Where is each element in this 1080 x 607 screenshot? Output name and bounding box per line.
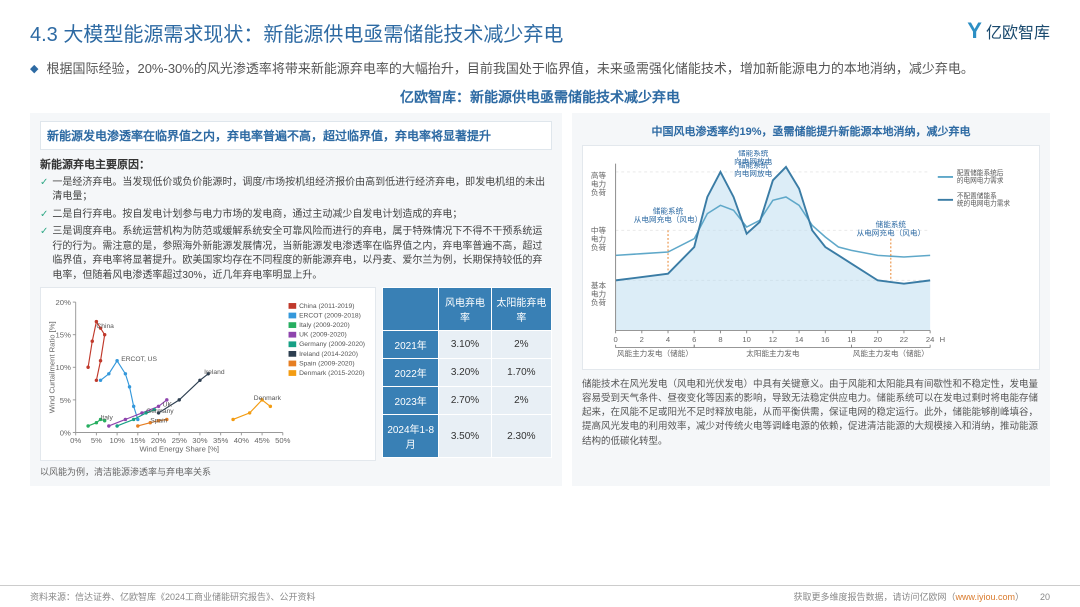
svg-text:Germany: Germany xyxy=(146,408,174,415)
svg-text:0%: 0% xyxy=(60,428,71,437)
svg-text:5%: 5% xyxy=(91,436,102,445)
svg-text:统的电网电力需求: 统的电网电力需求 xyxy=(957,198,1011,207)
svg-text:Ireland (2014-2020): Ireland (2014-2020) xyxy=(299,351,358,358)
logo-text: 亿欧智库 xyxy=(986,19,1050,43)
svg-text:4: 4 xyxy=(666,334,671,343)
svg-text:14: 14 xyxy=(795,334,804,343)
svg-text:基本: 基本 xyxy=(591,280,607,290)
scatter-chart: 0% 5% 10% 15% 20% 25% 30% 35% 40% 45% 50% 0% 5% 10% 15… xyxy=(40,287,376,461)
svg-text:UK: UK xyxy=(163,401,173,408)
svg-text:18: 18 xyxy=(847,334,855,343)
svg-text:储能系统: 储能系统 xyxy=(738,159,769,169)
left-panel-header: 新能源发电渗透率在临界值之内，弃电率普遍不高，超过临界值，弃电率将显著提升 xyxy=(40,121,552,150)
svg-text:电力: 电力 xyxy=(591,178,606,188)
svg-text:24: 24 xyxy=(926,334,935,343)
svg-text:12: 12 xyxy=(769,334,777,343)
svg-text:15%: 15% xyxy=(56,331,72,340)
svg-text:H: H xyxy=(940,334,946,343)
svg-text:Wind Curtailment Ratio [%]: Wind Curtailment Ratio [%] xyxy=(48,321,57,413)
svg-text:35%: 35% xyxy=(213,436,229,445)
svg-text:China (2011-2019): China (2011-2019) xyxy=(299,303,354,310)
right-description: 储能技术在风光发电（风电和光伏发电）中具有关键意义。由于风能和太阳能具有间歇性和… xyxy=(582,378,1040,449)
svg-text:储能系统: 储能系统 xyxy=(876,218,907,228)
svg-text:45%: 45% xyxy=(254,436,270,445)
svg-text:10%: 10% xyxy=(56,363,72,372)
svg-text:负荷: 负荷 xyxy=(591,187,607,197)
svg-text:ERCOT, US: ERCOT, US xyxy=(121,356,157,363)
svg-text:15%: 15% xyxy=(130,436,146,445)
svg-text:0%: 0% xyxy=(70,436,81,445)
svg-text:Spain (2009-2020): Spain (2009-2020) xyxy=(299,360,355,367)
svg-text:20%: 20% xyxy=(56,298,72,307)
brand-logo: Y 亿欧智库 xyxy=(967,18,1050,44)
title-main: 新能源供电亟需储能技术减少弃电 xyxy=(263,24,563,46)
svg-text:从电网充电（风电）: 从电网充电（风电） xyxy=(857,227,925,237)
reasons-title: 新能源弃电主要原因： xyxy=(40,156,552,172)
bullet-icon: ◆ xyxy=(30,59,38,79)
svg-text:配置储能系统后: 配置储能系统后 xyxy=(957,168,1004,177)
svg-text:40%: 40% xyxy=(234,436,250,445)
svg-text:电力: 电力 xyxy=(591,233,606,243)
chart-note: 以风能为例，清洁能源渗透率与弃电率关系 xyxy=(40,465,552,478)
svg-text:太阳能主力发电: 太阳能主力发电 xyxy=(746,348,800,358)
svg-text:Spain: Spain xyxy=(150,418,167,425)
intro-bullet: 根据国际经验，20%-30%的风光渗透率将带来新能源弃电率的大幅抬升，目前我国处… xyxy=(46,59,973,79)
reason-item: ✓一是经济弃电。当发现低价或负价能源时，调度/市场按机组经济报价由高到低进行经济… xyxy=(40,176,552,205)
left-panel: 新能源发电渗透率在临界值之内，弃电率普遍不高，超过临界值，弃电率将显著提升 新能… xyxy=(30,113,562,487)
check-icon: ✓ xyxy=(40,176,48,205)
svg-text:风能主力发电（储能）: 风能主力发电（储能） xyxy=(853,348,929,358)
svg-text:5%: 5% xyxy=(60,396,71,405)
svg-text:China: China xyxy=(96,323,114,330)
svg-text:Wind Energy Share [%]: Wind Energy Share [%] xyxy=(139,445,219,454)
load-curve-chart: 024681012141618202224H高等电力负荷中等电力负荷基本电力负荷… xyxy=(582,145,1040,370)
svg-text:向电网放电: 向电网放电 xyxy=(734,168,772,178)
svg-text:6: 6 xyxy=(692,334,696,343)
right-panel: 中国风电渗透率约19%，亟需储能提升新能源本地消纳，减少弃电 024681012… xyxy=(572,113,1050,487)
title-prefix: 4.3 大模型能源需求现状： xyxy=(30,24,263,46)
svg-text:50%: 50% xyxy=(275,436,291,445)
check-icon: ✓ xyxy=(40,225,48,283)
svg-text:的电网电力需求: 的电网电力需求 xyxy=(957,175,1004,184)
rate-table: 风电弃电率太阳能弃电率2021年3.10%2%2022年3.20%1.70%20… xyxy=(382,287,552,461)
svg-text:负荷: 负荷 xyxy=(591,297,607,307)
svg-text:风能主力发电（储能）: 风能主力发电（储能） xyxy=(617,348,693,358)
logo-icon: Y xyxy=(967,18,982,44)
svg-text:负荷: 负荷 xyxy=(591,242,607,252)
footer-source: 资料来源：信达证券、亿欧智库《2024工商业储能研究报告》、公开资料 xyxy=(30,590,316,603)
svg-text:Ireland: Ireland xyxy=(204,369,225,376)
reason-item: ✓二是自行弃电。按自发电计划参与电力市场的发电商，通过主动减少自发电计划造成的弃… xyxy=(40,208,552,223)
svg-text:Italy: Italy xyxy=(101,414,114,421)
svg-text:8: 8 xyxy=(718,334,722,343)
svg-text:不配置储能系: 不配置储能系 xyxy=(957,190,997,199)
page-number: 20 xyxy=(1040,592,1050,602)
svg-text:25%: 25% xyxy=(172,436,188,445)
svg-text:30%: 30% xyxy=(192,436,208,445)
svg-text:16: 16 xyxy=(821,334,829,343)
section-title: 亿欧智库：新能源供电亟需储能技术减少弃电 xyxy=(0,87,1080,107)
svg-text:2: 2 xyxy=(640,334,644,343)
svg-text:Italy (2009-2020): Italy (2009-2020) xyxy=(299,322,350,329)
right-title: 中国风电渗透率约19%，亟需储能提升新能源本地消纳，减少弃电 xyxy=(582,123,1040,139)
footer-link[interactable]: www.iyiou.com xyxy=(955,592,1015,602)
svg-text:ERCOT (2009-2018): ERCOT (2009-2018) xyxy=(299,312,361,319)
svg-text:0: 0 xyxy=(613,334,617,343)
svg-text:10%: 10% xyxy=(109,436,125,445)
svg-text:中等: 中等 xyxy=(591,224,607,234)
svg-text:高等: 高等 xyxy=(591,169,607,179)
svg-text:Denmark (2015-2020): Denmark (2015-2020) xyxy=(299,370,365,377)
svg-text:20%: 20% xyxy=(151,436,167,445)
svg-text:20: 20 xyxy=(873,334,881,343)
check-icon: ✓ xyxy=(40,208,48,223)
svg-text:Denmark: Denmark xyxy=(254,395,282,402)
footer-right: 获取更多维度报告数据，请访问亿欧网（www.iyiou.com） xyxy=(793,590,1024,603)
svg-text:从电网充电（风电）: 从电网充电（风电） xyxy=(634,214,702,224)
svg-text:10: 10 xyxy=(742,334,750,343)
svg-text:UK (2009-2020): UK (2009-2020) xyxy=(299,332,347,339)
svg-text:储能系统: 储能系统 xyxy=(653,205,684,215)
svg-text:22: 22 xyxy=(900,334,908,343)
svg-text:Germany (2009-2020): Germany (2009-2020) xyxy=(299,341,365,348)
svg-text:电力: 电力 xyxy=(591,288,606,298)
reason-item: ✓三是调度弃电。系统运营机构为防范或缓解系统安全可靠风险而进行的弃电，属于特殊情… xyxy=(40,225,552,283)
